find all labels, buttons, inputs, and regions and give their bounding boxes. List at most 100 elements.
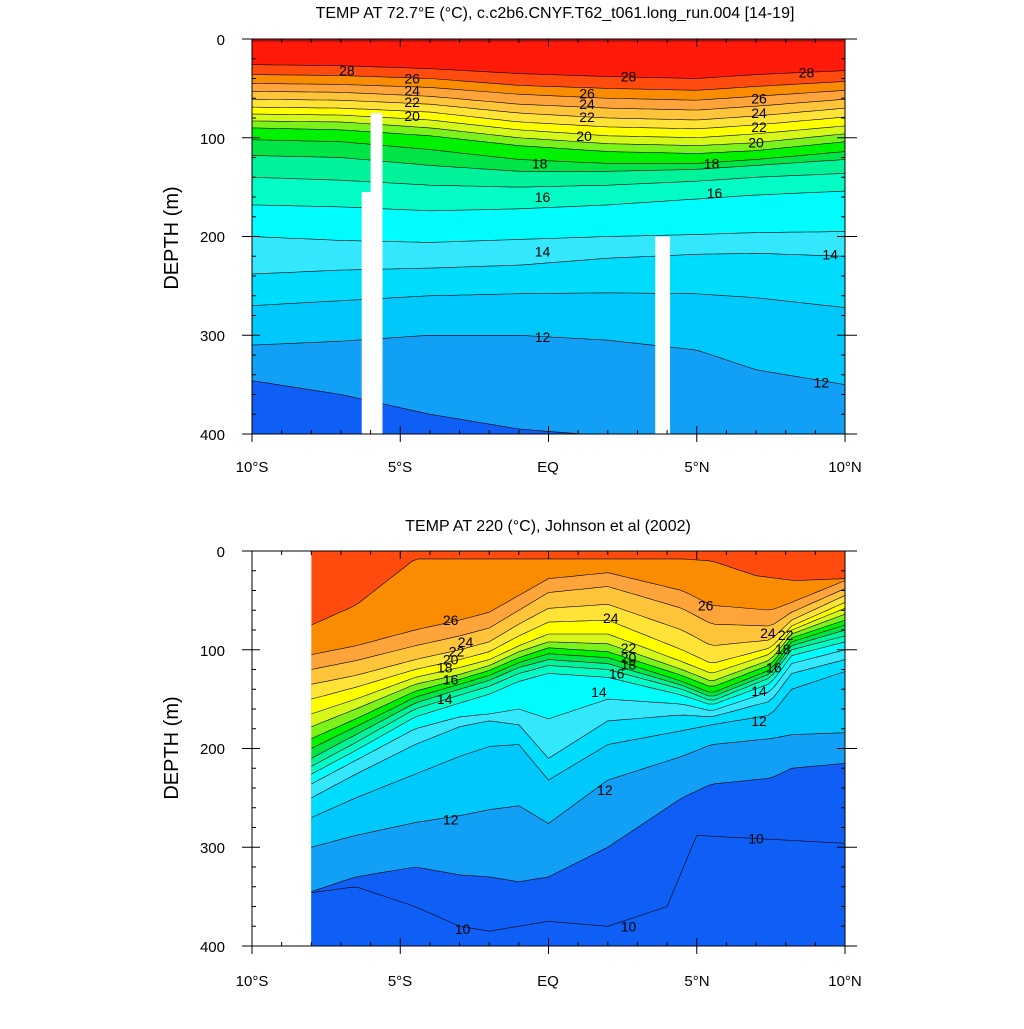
contour-label: 14 — [591, 684, 607, 700]
isotherm-17 — [311, 635, 845, 767]
isotherm-24 — [311, 595, 845, 685]
contour-label: 28 — [621, 69, 637, 85]
isotherm-19 — [311, 624, 845, 749]
isotherm-22 — [311, 608, 845, 715]
contour-label: 14 — [751, 683, 767, 699]
contour-label: 24 — [751, 105, 767, 121]
isotherm-18 — [311, 629, 845, 759]
isotherm-15 — [252, 231, 845, 243]
contour-label: 18 — [532, 155, 548, 171]
isotherm-23 — [311, 602, 845, 700]
tick-marks — [242, 38, 857, 442]
bottom-x-tick-label: 10°N — [828, 973, 862, 990]
top-y-tick-label: 300 — [200, 328, 225, 345]
contour-label: 22 — [751, 119, 767, 135]
isotherm-21 — [252, 120, 845, 146]
contour-label: 16 — [443, 671, 459, 687]
contour-label: 26 — [443, 612, 459, 628]
top-chart-title: TEMP AT 72.7°E (°C), c.c2b6.CNYF.T62_t06… — [316, 5, 795, 22]
contour-label: 20 — [576, 128, 592, 144]
isotherm-26 — [311, 572, 845, 655]
top-x-tick-label: 10°S — [236, 459, 269, 476]
contour-label: 18 — [775, 641, 791, 657]
contour-label: 18 — [437, 660, 453, 676]
isotherm-25 — [311, 586, 845, 670]
isotherm-13 — [252, 292, 845, 308]
contour-label: 12 — [535, 329, 551, 345]
isotherm-27 — [311, 558, 845, 626]
contour-label: 28 — [799, 65, 815, 81]
top-x-ticks: 10°S 5°S EQ 5°N 10°N — [236, 459, 862, 476]
contour-label: 16 — [707, 185, 723, 201]
isotherm-14 — [311, 659, 845, 799]
top-panel: TEMP AT 72.7°E (°C), c.c2b6.CNYF.T62_t06… — [161, 5, 862, 476]
isotherm-26 — [252, 83, 845, 101]
bottom-y-ticks: 0 100 200 300 400 — [200, 544, 225, 956]
isotherm-22 — [252, 113, 845, 139]
isotherm-28 — [252, 64, 845, 79]
bottom-x-ticks: 10°S 5°S EQ 5°N 10°N — [236, 973, 862, 990]
isotherm-18 — [252, 155, 845, 172]
bottom-x-tick-label: EQ — [537, 973, 559, 990]
isotherm-11 — [311, 763, 845, 892]
bottom-y-tick-label: 200 — [200, 741, 225, 758]
contour-label: 26 — [698, 597, 714, 613]
contour-label: 22 — [404, 94, 420, 110]
band-fill-10-11 — [252, 380, 583, 434]
bottom-x-tick-label: 5°N — [684, 973, 709, 990]
isotherm-17 — [252, 173, 845, 188]
isotherm-19 — [252, 139, 845, 164]
contour-label: 24 — [458, 634, 474, 650]
isotherm-15 — [311, 649, 845, 785]
bottom-y-tick-label: 400 — [200, 939, 225, 956]
missing-data-region — [655, 236, 671, 434]
contour-label: 14 — [535, 243, 551, 259]
top-y-axis-label: DEPTH (m) — [161, 186, 183, 289]
contour-label: 12 — [813, 375, 829, 391]
contour-label: 24 — [579, 96, 595, 112]
bottom-chart-title: TEMP AT 220 (°C), Johnson et al (2002) — [405, 518, 691, 535]
missing-data-region — [370, 113, 383, 434]
contour-label: 20 — [443, 652, 459, 668]
isotherm-23 — [252, 106, 845, 130]
contour-label: 14 — [822, 246, 838, 262]
top-y-tick-label: 400 — [200, 427, 225, 444]
top-y-tick-label: 200 — [200, 229, 225, 246]
contour-label: 18 — [704, 155, 720, 171]
isotherm-16 — [311, 641, 845, 775]
bottom-panel: TEMP AT 220 (°C), Johnson et al (2002) D… — [161, 518, 862, 990]
contour-label: 16 — [609, 665, 625, 681]
isotherm-27 — [252, 74, 845, 91]
bottom-x-tick-label: 5°S — [388, 973, 412, 990]
contour-label: 26 — [579, 85, 595, 101]
contour-label: 10 — [455, 921, 471, 937]
bottom-y-tick-label: 300 — [200, 840, 225, 857]
contour-label: 24 — [603, 610, 619, 626]
bottom-y-axis-label: DEPTH (m) — [161, 696, 183, 799]
contour-label: 22 — [579, 109, 595, 125]
isotherm-10 — [311, 835, 845, 932]
isotherm-16 — [252, 190, 845, 212]
bottom-y-tick-label: 0 — [217, 544, 225, 561]
contour-label: 14 — [437, 691, 453, 707]
isotherm-20 — [252, 127, 845, 154]
contour-label: 12 — [751, 713, 767, 729]
top-x-tick-label: 5°S — [388, 459, 412, 476]
bottom-plot-frame — [251, 550, 846, 947]
isotherm-20 — [311, 619, 845, 739]
contour-label: 16 — [535, 189, 551, 205]
contour-label: 22 — [449, 644, 465, 660]
top-x-tick-label: 10°N — [828, 459, 862, 476]
contour-label: 16 — [766, 660, 782, 676]
band-fill-9-10 — [311, 835, 845, 946]
contour-label: 20 — [748, 135, 764, 151]
contour-label: 20 — [621, 650, 637, 666]
top-x-tick-label: EQ — [537, 459, 559, 476]
bottom-x-tick-label: 10°S — [236, 973, 269, 990]
contour-label: 12 — [597, 782, 613, 798]
contour-label: 10 — [748, 830, 764, 846]
contour-label: 10 — [621, 918, 637, 934]
top-plot-frame — [251, 38, 846, 435]
